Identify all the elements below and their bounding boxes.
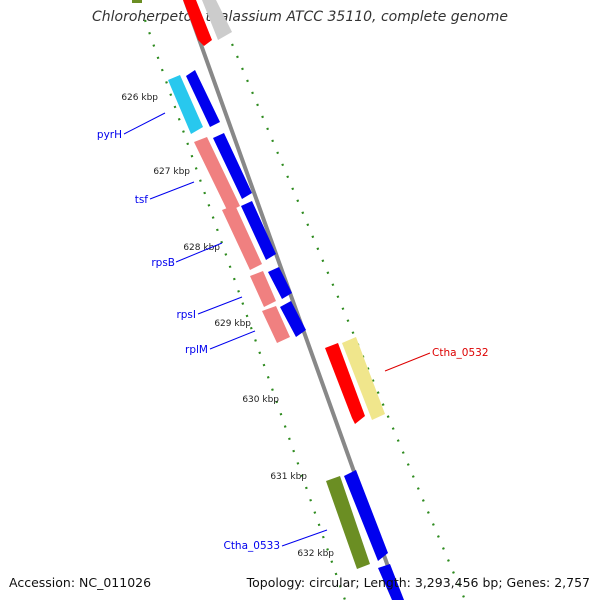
gene-Ctha_0533-olive[interactable] (326, 476, 370, 569)
tick-label-628: 628 kbp (183, 243, 220, 253)
tick-label-627: 627 kbp (153, 167, 190, 177)
leader-pyrH (123, 112, 166, 135)
gene-label-rpsB[interactable]: rpsB (151, 257, 175, 269)
genome-summary-text: Topology: circular; Length: 3,293,456 bp… (246, 575, 590, 590)
gene-pyrH-forward[interactable] (186, 70, 220, 127)
gene-rplM-forward[interactable] (280, 301, 306, 337)
gene-rpsI-forward[interactable] (268, 267, 292, 299)
gene-label-Ctha_0533[interactable]: Ctha_0533 (223, 540, 280, 552)
gene-Ctha_0532-red[interactable] (325, 343, 365, 424)
gene-partial-grey[interactable] (202, 0, 232, 40)
gene-label-tsf[interactable]: tsf (135, 194, 149, 206)
gene-partial-olive[interactable] (132, 0, 142, 3)
gene-label-rplM[interactable]: rplM (185, 344, 208, 356)
tick-label-626: 626 kbp (121, 93, 158, 103)
leader-tsf (149, 181, 195, 200)
gene-Ctha_0532-khaki[interactable] (342, 337, 385, 420)
tick-label-630: 630 kbp (242, 395, 279, 405)
gene-rpsB-reverse[interactable] (222, 205, 262, 270)
outer-tick-track (220, 19, 467, 600)
tick-label-632: 632 kbp (297, 549, 334, 559)
tick-label-629: 629 kbp (214, 319, 251, 329)
gene-partial-bottom-blue[interactable] (378, 564, 404, 600)
leader-rpsB (175, 242, 223, 263)
gene-rpsB-forward[interactable] (241, 201, 276, 260)
leader-rplM (209, 330, 256, 350)
accession-text: Accession: NC_011026 (9, 575, 152, 590)
gene-label-rpsI[interactable]: rpsI (176, 309, 196, 321)
leader-rpsI (197, 296, 243, 315)
gene-partial-red[interactable] (183, 0, 212, 46)
gene-tsf-reverse[interactable] (194, 137, 240, 212)
tick-label-631: 631 kbp (270, 472, 307, 482)
inner-tick-track (143, 19, 347, 600)
gene-pyrH-reverse[interactable] (168, 75, 203, 134)
gene-Ctha_0533-forward[interactable] (344, 470, 388, 561)
leader-Ctha_0533 (281, 529, 328, 547)
gene-label-Ctha_0532[interactable]: Ctha_0532 (432, 347, 489, 359)
gene-label-pyrH[interactable]: pyrH (97, 129, 122, 141)
gene-tsf-forward[interactable] (213, 133, 252, 199)
gene-rpsI-reverse[interactable] (250, 271, 276, 307)
leader-Ctha_0532 (384, 352, 431, 372)
gene-rplM-reverse[interactable] (262, 306, 290, 343)
